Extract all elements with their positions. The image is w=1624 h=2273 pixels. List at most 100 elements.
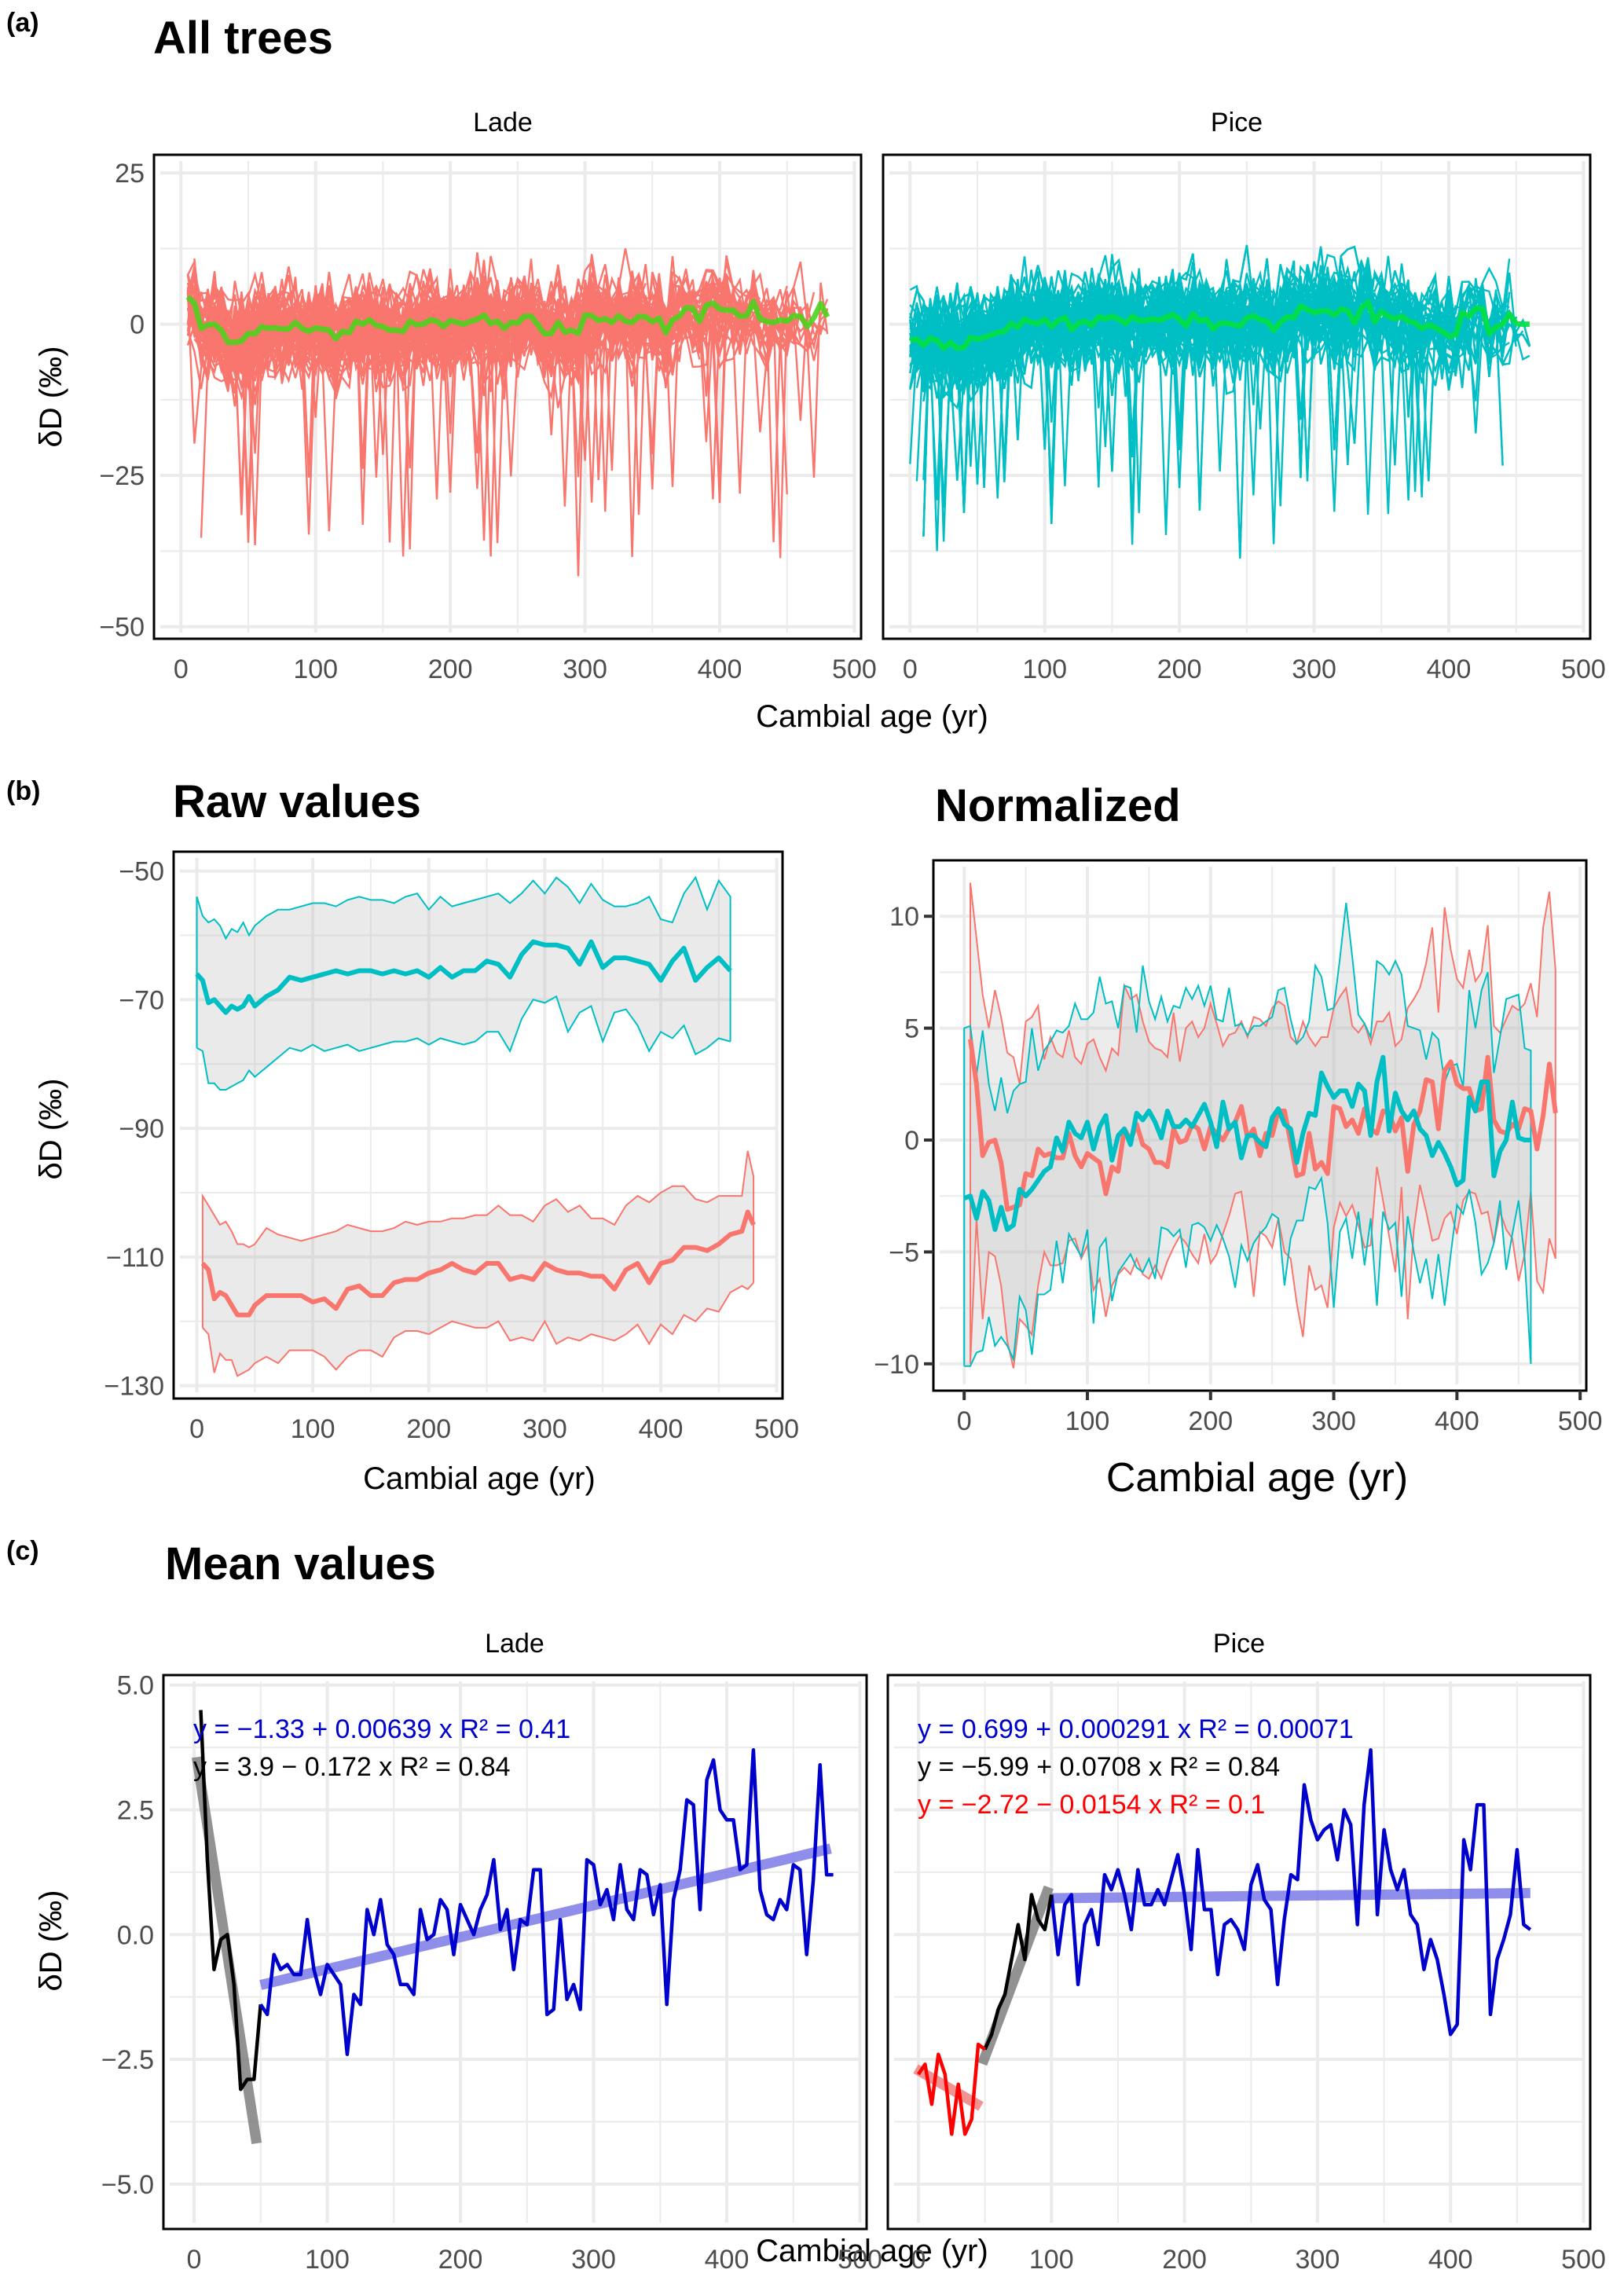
y-tick-label: −50: [119, 857, 164, 887]
y-tick-label: 0.0: [117, 1920, 154, 1950]
x-tick-label: 100: [1022, 654, 1067, 684]
mean-line-late: [258, 1748, 834, 2056]
x-axis-label-normalized: Cambial age (yr): [1106, 1455, 1408, 1501]
panel-border: [932, 859, 1588, 1392]
tree-series-line: [909, 244, 1383, 478]
y-tick-label: −70: [119, 985, 164, 1015]
regression-equation-late: y = 0.699 + 0.000291 x R² = 0.00071: [918, 1714, 1354, 1744]
chart-a-lade: 0 100 200 300 400 500 −50 −25 0 25: [99, 153, 877, 684]
x-tick-label: 400: [639, 1414, 684, 1444]
regression-equation-early: y = 3.9 − 0.172 x R² = 0.84: [193, 1752, 511, 1782]
tree-series-line: [909, 271, 1464, 363]
y-tick-label: 5.0: [117, 1671, 154, 1701]
tree-series-line: [200, 299, 761, 538]
mean-line-lade: [200, 1209, 756, 1318]
x-tick-label: 300: [1311, 1406, 1356, 1436]
tree-series-line: [200, 288, 458, 361]
lower-bound-line-lade: [202, 1281, 754, 1377]
x-tick-label: 400: [1435, 1406, 1479, 1436]
x-tick-label: 500: [832, 654, 877, 684]
x-axis-label-c: Cambial age (yr): [756, 2234, 988, 2268]
mean-series-line: [909, 299, 1530, 351]
regression-equation-late: y = −1.33 + 0.00639 x R² = 0.41: [193, 1714, 570, 1744]
panel-border: [152, 153, 863, 640]
tree-series-line: [909, 276, 1423, 376]
panel-label-c: (c): [6, 1536, 39, 1566]
x-tick-label: 0: [187, 2245, 202, 2273]
panel-label-a: (a): [6, 8, 39, 38]
mean-line-early: [917, 2042, 986, 2136]
section-title-normalized: Normalized: [935, 780, 1181, 831]
panel-border: [886, 1674, 1592, 2231]
y-axis-label-b: δD (‰): [34, 1079, 68, 1180]
chart-c-pice: y = 0.699 + 0.000291 x R² = 0.00071 y = −…: [886, 1674, 1606, 2273]
x-tick-label: 500: [1558, 1406, 1603, 1436]
x-tick-label: 500: [1561, 654, 1606, 684]
x-axis-label-raw: Cambial age (yr): [363, 1461, 596, 1496]
facet-label-lade-c: Lade: [485, 1629, 544, 1659]
mean-line-late: [1050, 1748, 1532, 2037]
facet-label-lade-a: Lade: [473, 108, 533, 137]
y-tick-label: −10: [874, 1350, 919, 1380]
facet-label-pice-a: Pice: [1211, 108, 1263, 137]
mean-series-line: [185, 295, 830, 346]
x-tick-label: 400: [705, 2245, 750, 2273]
facet-label-pice-c: Pice: [1213, 1629, 1265, 1659]
panel-label-b: (b): [6, 776, 40, 806]
ribbon-pice: [196, 877, 731, 1090]
mean-line-early: [199, 1710, 262, 2092]
y-tick-label: −50: [99, 613, 145, 643]
lower-bound-line-pice: [196, 995, 731, 1091]
panel-border: [882, 153, 1592, 640]
x-tick-label: 100: [1029, 2245, 1074, 2273]
plot-background: [933, 860, 1586, 1391]
ribbon-lade: [970, 882, 1556, 1369]
panel-border: [162, 1674, 868, 2231]
y-tick-label: 0: [130, 310, 145, 340]
y-tick-label: −5.0: [101, 2170, 154, 2200]
x-tick-label: 300: [571, 2245, 616, 2273]
y-tick-label: 10: [889, 902, 919, 932]
x-tick-label: 100: [291, 1414, 335, 1444]
y-tick-label: −90: [119, 1114, 164, 1144]
panel-border: [172, 850, 784, 1400]
y-tick-label: −130: [104, 1372, 164, 1402]
x-tick-label: 100: [305, 2245, 350, 2273]
section-title-mean: Mean values: [165, 1538, 436, 1589]
x-tick-label: 0: [903, 654, 918, 684]
regression-equation-middle: y = −5.99 + 0.0708 x R² = 0.84: [918, 1752, 1280, 1782]
x-tick-label: 400: [698, 654, 742, 684]
y-tick-label: 5: [904, 1014, 919, 1044]
ribbon-lade: [202, 1150, 754, 1377]
mean-line-pice: [195, 939, 732, 1015]
x-tick-label: 0: [911, 2245, 926, 2273]
y-axis-label-c: δD (‰): [34, 1890, 68, 1992]
chart-b-raw: 0 100 200 300 400 500 −130 −110 −90 −70 −50: [104, 850, 799, 1444]
x-tick-label: 300: [1296, 2245, 1340, 2273]
x-tick-label: 200: [406, 1414, 451, 1444]
plot-background: [883, 155, 1590, 639]
y-tick-label: −2.5: [101, 2045, 154, 2075]
upper-bound-line-lade: [201, 1150, 755, 1328]
regression-equation-early: y = −2.72 − 0.0154 x R² = 0.1: [918, 1790, 1265, 1820]
x-tick-label: 100: [293, 654, 338, 684]
x-tick-label: 0: [957, 1406, 972, 1436]
upper-bound-line-lade: [970, 882, 1556, 1364]
chart-c-lade: y = −1.33 + 0.00639 x R² = 0.41 y = 3.9 −…: [101, 1671, 882, 2273]
x-tick-label: 300: [563, 654, 607, 684]
chart-b-normalized: 0 100 200 300 400 500 −10 −5 0 5 10: [874, 859, 1603, 1436]
fit-line-late: [1051, 1887, 1531, 1904]
y-tick-label: 2.5: [117, 1795, 154, 1825]
x-tick-label: 100: [1065, 1406, 1110, 1436]
y-tick-label: −5: [889, 1237, 919, 1267]
x-tick-label: 200: [1162, 2245, 1207, 2273]
x-axis-label-a: Cambial age (yr): [756, 699, 988, 734]
fit-line-late: [259, 1843, 832, 1990]
upper-bound-line-pice: [196, 875, 731, 1048]
x-tick-label: 200: [1188, 1406, 1233, 1436]
x-tick-label: 400: [1427, 654, 1472, 684]
x-tick-label: 300: [1292, 654, 1336, 684]
x-tick-label: 200: [438, 2245, 483, 2273]
tree-series-line: [915, 280, 1362, 511]
